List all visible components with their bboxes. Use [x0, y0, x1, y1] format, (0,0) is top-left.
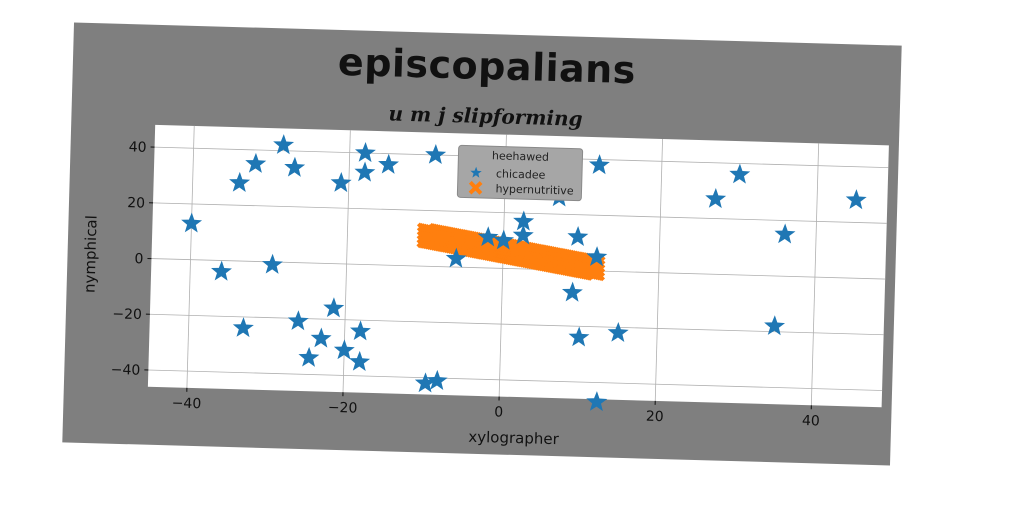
chicadee-point [349, 350, 371, 372]
x-tick-label: 0 [494, 404, 503, 420]
chicadee-point [729, 163, 751, 184]
y-tick-label: −40 [111, 362, 141, 379]
chicadee-point [568, 326, 590, 347]
chicadee-point [561, 281, 583, 302]
legend-title: heehawed [492, 149, 549, 164]
chicadee-point [586, 391, 608, 412]
y-grid-line [153, 202, 887, 224]
x-tick-label: 40 [802, 413, 820, 429]
chicadee-point [232, 317, 254, 338]
chicadee-point [298, 346, 320, 367]
x-grid-line [186, 125, 195, 388]
chicadee-point [513, 210, 535, 231]
chicadee-point [586, 246, 608, 267]
chicadee-point [333, 339, 355, 360]
y-tick-label: 0 [134, 251, 143, 267]
x-tick-label: 20 [646, 409, 664, 425]
chicadee-point [425, 143, 447, 165]
y-axis-label: nymphical [80, 215, 100, 293]
chicadee-point [705, 188, 727, 209]
chicadee-point [287, 310, 309, 331]
chicadee-point [477, 226, 499, 247]
chicadee-point [445, 247, 467, 268]
chicadee-point [350, 320, 371, 341]
legend-marker-hypernutritive [468, 180, 483, 195]
chicadee-point [273, 134, 295, 155]
chicadee-point [588, 154, 610, 175]
chicadee-point [493, 229, 514, 250]
x-grid-line [654, 138, 663, 401]
chart-canvas: −40 −20 0 20 40 −40 −20 0 20 40 xylographer nymph… [80, 124, 889, 449]
chicadee-point [310, 327, 332, 348]
chicadee-point [774, 223, 796, 244]
chart-figure: episcopalians u m j slipforming −40 −20 0 2… [62, 22, 902, 466]
chicadee-point [181, 212, 203, 233]
y-tick-label: 40 [129, 139, 147, 155]
chicadee-point [354, 161, 376, 182]
legend-label-chicadee: chicadee [496, 167, 546, 181]
chicadee-point [512, 224, 534, 245]
chicadee-point [354, 142, 376, 163]
x-grid-line [810, 143, 820, 406]
chicadee-point [567, 225, 589, 247]
chicadee-point [211, 260, 232, 281]
chicadee-point [845, 189, 867, 210]
legend-marker-chicadee [470, 166, 482, 178]
y-tick-label: 20 [127, 195, 145, 211]
chicadee-point [330, 172, 352, 193]
legend-box [456, 144, 584, 202]
chicadee-point [378, 153, 399, 174]
legend-label-hypernutritive: hypernutritive [495, 182, 574, 197]
x-tick-label: −20 [328, 400, 358, 417]
chicadee-point [764, 315, 786, 336]
chicadee-point [426, 369, 448, 390]
x-axis-label: xylographer [468, 428, 560, 449]
chicadee-point [284, 156, 306, 177]
chicadee-point [262, 253, 283, 274]
x-tick-label: −40 [171, 395, 201, 412]
y-grid-line [149, 313, 884, 336]
chicadee-point [607, 321, 629, 343]
chicadee-point [245, 152, 267, 173]
y-tick-label: −20 [112, 306, 142, 323]
chicadee-point [323, 297, 345, 318]
tick-labels: −40 −20 0 20 40 −40 −20 0 20 40 [111, 139, 820, 429]
chicadee-point [414, 372, 436, 393]
chicadee-point [229, 171, 251, 192]
y-grid-line [148, 369, 883, 391]
series-layer [181, 134, 867, 412]
